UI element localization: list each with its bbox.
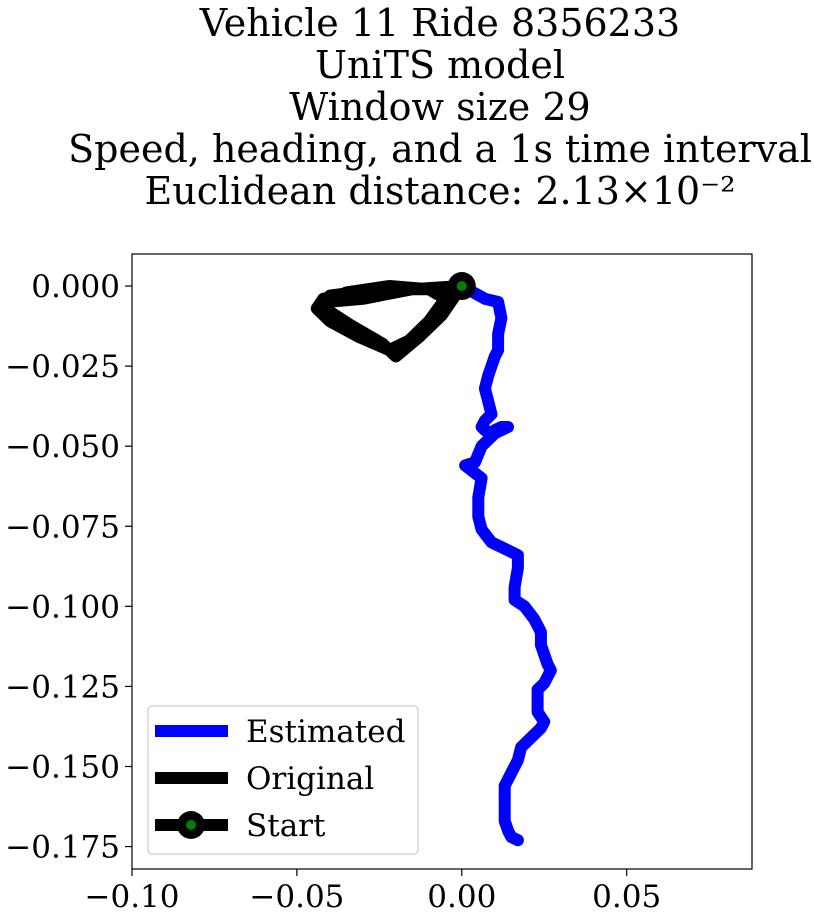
- plot-data: [310, 272, 557, 847]
- start-marker-dot: [456, 281, 467, 292]
- series-line-estimated: [455, 280, 557, 847]
- y-tick-label: −0.100: [5, 589, 120, 625]
- title-line-2: UniTS model: [315, 43, 565, 87]
- x-tick-label: 0.00: [427, 879, 496, 915]
- y-tick-label: −0.025: [5, 349, 120, 385]
- x-tick-label: 0.05: [592, 879, 661, 915]
- y-tick-label: −0.125: [5, 669, 120, 705]
- title-line-1: Vehicle 11 Ride 8356233: [199, 1, 680, 45]
- y-tick-label: 0.000: [31, 269, 120, 305]
- y-tick-label: −0.075: [5, 509, 120, 545]
- y-tick-label: −0.175: [5, 830, 120, 866]
- legend: Estimated Original Start: [147, 705, 419, 855]
- legend-label-original: Original: [246, 761, 374, 797]
- legend-label-start: Start: [246, 808, 326, 844]
- axes: −0.10 −0.05 0.00 0.05 0.000 −0.025 −0.050 −0.07…: [5, 269, 661, 915]
- legend-start-marker-dot: [186, 820, 196, 830]
- title-line-5: Euclidean distance: 2.13×10⁻²: [145, 169, 736, 213]
- y-tick-label: −0.050: [5, 429, 120, 465]
- title-line-4: Speed, heading, and a 1s time interval: [68, 127, 812, 171]
- series-line-original: [310, 280, 468, 363]
- legend-label-estimated: Estimated: [246, 714, 405, 750]
- title-line-3: Window size 29: [289, 85, 590, 129]
- x-tick-label: −0.05: [249, 879, 344, 915]
- y-tick-label: −0.150: [5, 750, 120, 786]
- plot-frame: [131, 253, 753, 870]
- x-tick-label: −0.10: [85, 879, 180, 915]
- chart-title: Vehicle 11 Ride 8356233 UniTS model Wind…: [68, 1, 812, 213]
- legend-box: [147, 705, 419, 855]
